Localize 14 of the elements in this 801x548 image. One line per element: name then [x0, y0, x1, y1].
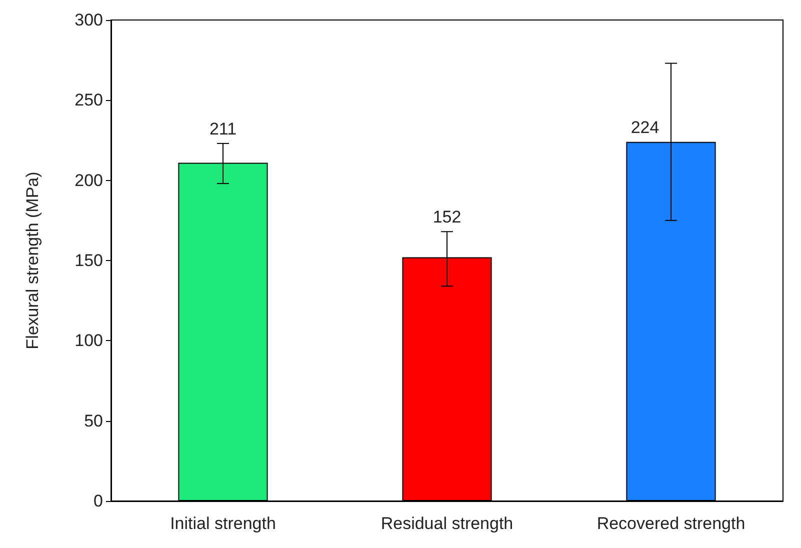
y-tick-label: 200	[74, 170, 103, 190]
data-label: 152	[432, 208, 462, 227]
y-tick-label: 50	[84, 411, 103, 430]
y-tick-label: 0	[94, 492, 103, 510]
y-axis-title: Flexural strength (MPa)	[23, 172, 42, 350]
x-tick-label: Residual strength	[380, 514, 514, 533]
x-tick-label: Initial strength	[170, 514, 276, 533]
data-label: 211	[209, 119, 237, 138]
y-tick-label: 250	[74, 90, 103, 110]
y-tick-label: 300	[74, 10, 103, 30]
data-label: 224	[630, 118, 660, 137]
y-tick-label: 150	[74, 251, 103, 270]
y-tick-label: 100	[74, 331, 103, 350]
x-tick-label: Recovered strength	[596, 514, 746, 533]
